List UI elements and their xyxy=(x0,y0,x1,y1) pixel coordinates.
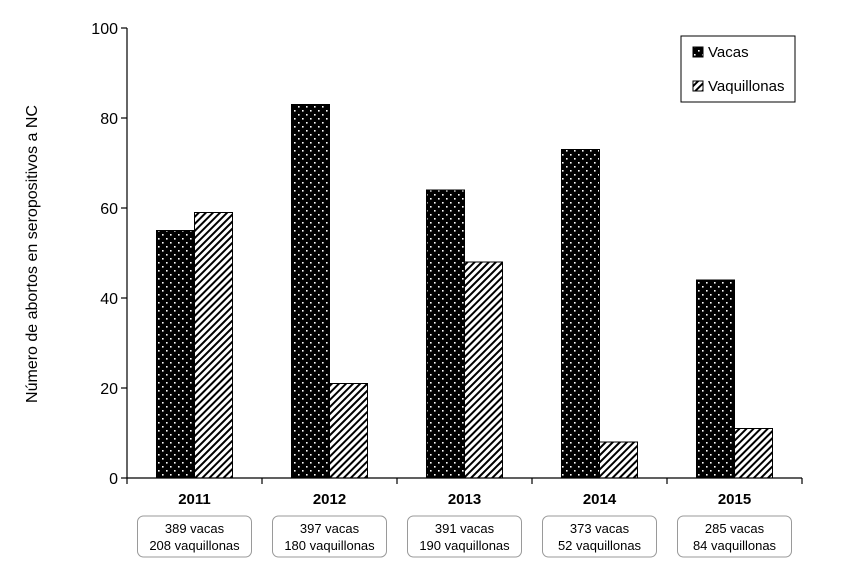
y-axis-label: Número de abortos en seropositivos a NC xyxy=(24,105,41,403)
legend-label-vacas: Vacas xyxy=(708,44,749,61)
x-tick-label: 2011 xyxy=(178,491,211,508)
legend: Vacas Vaquillonas xyxy=(680,35,796,103)
category-note-box xyxy=(542,515,657,558)
y-tick-label: 20 xyxy=(100,381,118,398)
bar-vacas-2011 xyxy=(156,230,195,479)
category-note-line: 373 vacas xyxy=(570,521,630,536)
bar-vaquillonas-2013 xyxy=(464,261,503,479)
bar-vacas-2015 xyxy=(696,279,735,479)
category-note-line: 190 vaquillonas xyxy=(419,538,510,553)
y-tick-label: 100 xyxy=(91,21,118,38)
category-note-line: 180 vaquillonas xyxy=(284,538,375,553)
x-tick-label: 2012 xyxy=(313,491,346,508)
legend-swatch-vacas xyxy=(692,46,704,58)
category-note-line: 397 vacas xyxy=(300,521,360,536)
bar-vaquillonas-2011 xyxy=(194,212,233,479)
bar-vacas-2012 xyxy=(291,104,330,479)
category-note-line: 52 vaquillonas xyxy=(558,538,642,553)
legend-swatch-vaquillonas xyxy=(692,80,704,92)
y-axis: 0 20 40 60 80 100 xyxy=(91,21,128,488)
category-note-line: 389 vacas xyxy=(165,521,225,536)
category-note-box xyxy=(137,515,252,558)
legend-label-vaquillonas: Vaquillonas xyxy=(708,78,784,95)
category-note-line: 208 vaquillonas xyxy=(149,538,240,553)
y-tick-label: 80 xyxy=(100,111,118,128)
y-tick-label: 60 xyxy=(100,201,118,218)
x-tick-label: 2015 xyxy=(718,491,751,508)
y-tick-label: 0 xyxy=(109,471,118,488)
bars-group xyxy=(156,104,773,479)
category-notes: 389 vacas 208 vaquillonas 397 vacas 180 vaq… xyxy=(137,515,792,558)
category-note-box xyxy=(677,515,792,558)
category-note-line: 285 vacas xyxy=(705,521,765,536)
x-axis: 2011 2012 2013 2014 2015 xyxy=(126,477,803,508)
bar-vacas-2014 xyxy=(561,149,600,479)
category-note-line: 84 vaquillonas xyxy=(693,538,777,553)
y-tick-label: 40 xyxy=(100,291,118,308)
category-note-line: 391 vacas xyxy=(435,521,495,536)
bar-vaquillonas-2012 xyxy=(329,383,368,479)
category-note-box xyxy=(272,515,387,558)
category-note-box xyxy=(407,515,522,558)
x-tick-label: 2013 xyxy=(448,491,481,508)
x-tick-label: 2014 xyxy=(583,491,617,508)
bar-vacas-2013 xyxy=(426,189,465,479)
bar-vaquillonas-2014 xyxy=(599,441,638,479)
bar-vaquillonas-2015 xyxy=(734,428,773,479)
